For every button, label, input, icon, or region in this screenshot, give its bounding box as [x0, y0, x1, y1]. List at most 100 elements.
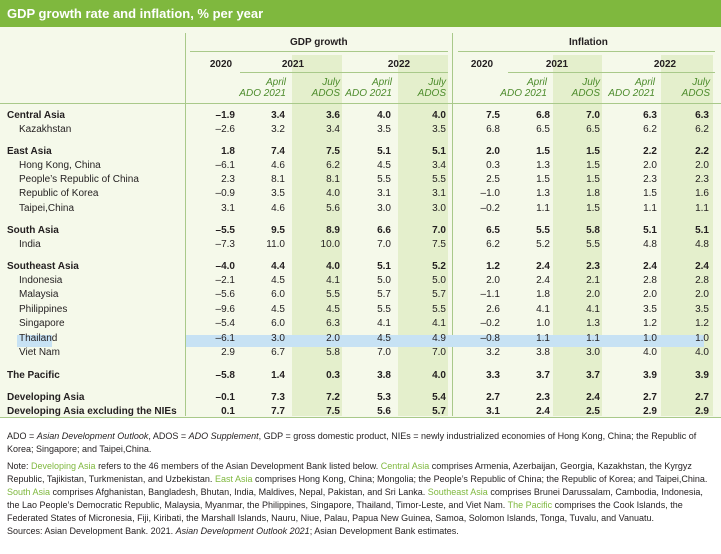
divider-gdp-inflation	[452, 33, 453, 416]
inf-2022-april-head-1: April	[634, 77, 655, 88]
table-cell: 3.1	[221, 203, 235, 214]
table-cell: 2.4	[643, 261, 657, 272]
table-cell: 2.0	[486, 275, 500, 286]
table-cell: 3.0	[586, 347, 600, 358]
table-cell: 1.2	[486, 261, 500, 272]
table-cell: 4.6	[271, 203, 285, 214]
table-cell: 6.3	[695, 110, 709, 121]
table-cell: 5.6	[377, 406, 391, 417]
table-cell: –1.0	[480, 188, 500, 199]
table-cell: 3.7	[536, 370, 550, 381]
table-cell: 1.8	[536, 289, 550, 300]
table-cell: 5.5	[377, 174, 391, 185]
inf-2022-april-head-2: ADO 2021	[608, 88, 655, 99]
table-cell: –0.2	[480, 203, 500, 214]
table-cell: 6.2	[695, 124, 709, 135]
table-cell: –4.0	[215, 261, 235, 272]
table-cell: 4.0	[432, 110, 446, 121]
table-cell: 2.8	[643, 275, 657, 286]
abbreviations-note: ADO = Asian Development Outlook, ADOS = …	[7, 431, 697, 454]
gdp-group-header: GDP growth	[290, 37, 348, 48]
table-cell: 0.1	[221, 406, 235, 417]
table-cell: 7.5	[326, 406, 340, 417]
row-label: Singapore	[19, 318, 65, 329]
table-cell: 1.1	[536, 203, 550, 214]
table-cell: 6.8	[536, 110, 550, 121]
table-cell: 5.1	[377, 261, 391, 272]
table-cell: 8.1	[271, 174, 285, 185]
table-cell: 7.2	[326, 392, 340, 403]
table-bottom-rule	[0, 417, 721, 418]
table-cell: 1.5	[586, 146, 600, 157]
table-cell: 5.1	[695, 225, 709, 236]
table-cell: 3.4	[326, 124, 340, 135]
table-cell: 7.0	[432, 225, 446, 236]
table-cell: 4.1	[326, 275, 340, 286]
table-cell: 5.5	[432, 174, 446, 185]
table-cell: 3.6	[326, 110, 340, 121]
table-cell: 5.5	[586, 239, 600, 250]
table-cell: 3.5	[695, 304, 709, 315]
table-cell: 2.0	[486, 146, 500, 157]
table-cell: 2.8	[695, 275, 709, 286]
table-cell: 4.0	[432, 370, 446, 381]
table-cell: 3.1	[432, 188, 446, 199]
table-cell: 6.6	[377, 225, 391, 236]
table-cell: 2.9	[695, 406, 709, 417]
row-label: Kazakhstan	[19, 124, 72, 135]
table-cell: 4.0	[326, 261, 340, 272]
row-label: Philippines	[19, 304, 68, 315]
table-cell: 2.5	[586, 406, 600, 417]
table-cell: 2.4	[586, 392, 600, 403]
gdp-group-rule	[190, 51, 448, 52]
table-cell: 5.2	[536, 239, 550, 250]
table-cell: –0.9	[215, 188, 235, 199]
gdp-2022-july-head-1: July	[428, 77, 446, 88]
gdp-2022-april-head-1: April	[371, 77, 392, 88]
table-cell: 1.4	[271, 370, 285, 381]
table-cell: 6.7	[271, 347, 285, 358]
table-cell: 4.5	[326, 304, 340, 315]
table-cell: 4.0	[377, 110, 391, 121]
table-cell: 2.2	[695, 146, 709, 157]
table-cell: 2.0	[643, 160, 657, 171]
gdp-year-2021: 2021	[281, 59, 305, 70]
table-cell: 6.3	[643, 110, 657, 121]
table-cell: 7.5	[326, 146, 340, 157]
table-cell: 8.9	[326, 225, 340, 236]
table-cell: 1.6	[695, 188, 709, 199]
table-cell: 1.5	[536, 174, 550, 185]
header-rule	[0, 103, 721, 104]
table-cell: 3.2	[271, 124, 285, 135]
inf-2021-july-head-1: July	[582, 77, 600, 88]
row-label: Indonesia	[19, 275, 63, 286]
table-cell: 1.0	[695, 333, 709, 344]
row-label: Thailand	[19, 333, 58, 344]
table-cell: 4.6	[271, 160, 285, 171]
table-cell: 5.7	[432, 289, 446, 300]
table-cell: 5.4	[432, 392, 446, 403]
gdp-2021-july-head-2: ADOS	[311, 88, 340, 99]
table-cell: 4.8	[695, 239, 709, 250]
row-label: South Asia	[7, 225, 59, 236]
table-cell: 1.0	[536, 318, 550, 329]
divider-label	[185, 33, 186, 416]
table-cell: 3.2	[486, 347, 500, 358]
table-cell: 4.0	[326, 188, 340, 199]
table-cell: 2.4	[536, 406, 550, 417]
table-cell: 8.1	[326, 174, 340, 185]
table-cell: 5.6	[326, 203, 340, 214]
table-cell: 2.0	[643, 289, 657, 300]
table-cell: 6.2	[486, 239, 500, 250]
table-cell: 5.0	[432, 275, 446, 286]
table-cell: 3.0	[377, 203, 391, 214]
table-cell: 1.1	[643, 203, 657, 214]
table-cell: 2.7	[643, 392, 657, 403]
table-cell: –6.1	[215, 160, 235, 171]
table-title: GDP growth rate and inflation, % per yea…	[7, 6, 264, 21]
inf-year-rule	[508, 72, 715, 73]
table-cell: 7.5	[486, 110, 500, 121]
table-cell: 4.1	[536, 304, 550, 315]
row-label: Republic of Korea	[19, 188, 99, 199]
table-cell: –9.6	[215, 304, 235, 315]
